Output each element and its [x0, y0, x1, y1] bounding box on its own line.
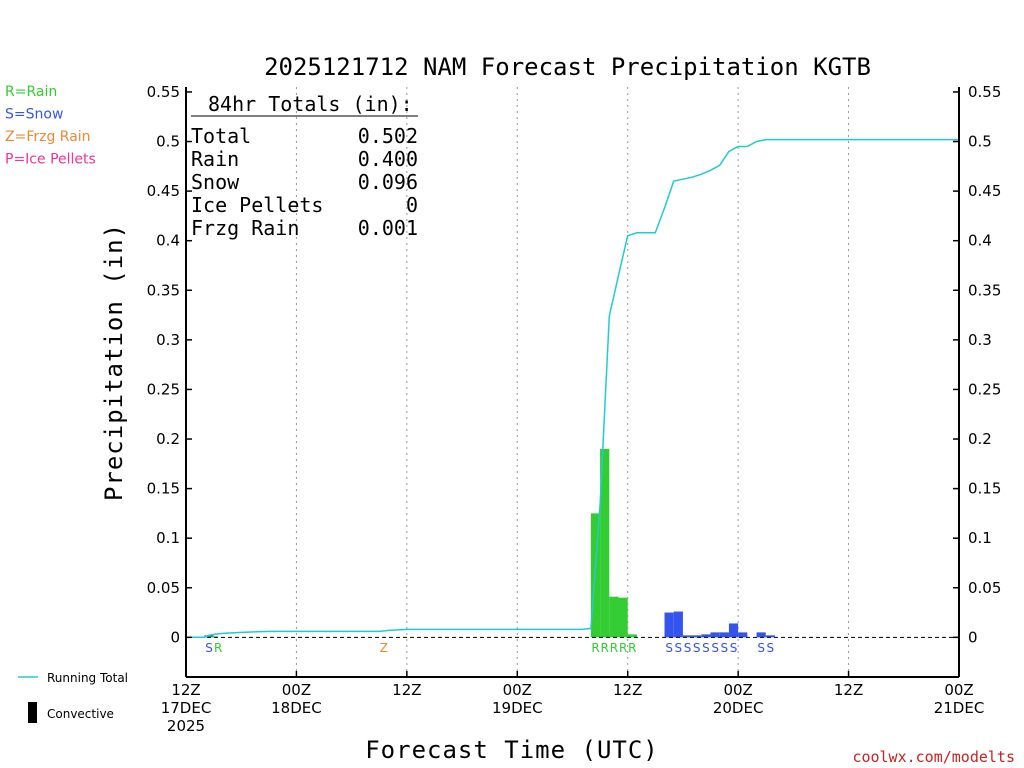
x-tick-label: 12Z [834, 681, 863, 699]
ptype-letter: R [628, 641, 636, 655]
precip-bar [710, 632, 720, 638]
precip-bar [609, 596, 619, 638]
ptype-legend-item: Z=Frzg Rain [5, 129, 91, 145]
precip-bar [682, 635, 693, 638]
running-total-legend-label: Running Total [47, 671, 128, 685]
ptype-legend-item: R=Rain [5, 84, 57, 100]
ptype-letter: R [619, 641, 627, 655]
y-tick-label-right: 0.3 [968, 331, 992, 349]
totals-header: 84hr Totals (in): [208, 92, 413, 116]
ptype-letter: S [684, 641, 692, 655]
precip-bar [627, 634, 637, 638]
y-tick-label-left: 0.25 [147, 380, 180, 398]
y-axis-label: Precipitation (in) [100, 223, 128, 501]
y-tick-label-right: 0.55 [968, 83, 1001, 101]
x-tick-label: 18DEC [271, 699, 322, 717]
x-tick-label: 12Z [392, 681, 421, 699]
totals-label: Total [191, 124, 251, 148]
precip-bar [692, 635, 702, 638]
y-tick-label-left: 0.05 [147, 579, 180, 597]
totals-label: Ice Pellets [191, 193, 323, 217]
precip-bar [618, 597, 628, 638]
x-tick-label: 21DEC [934, 699, 985, 717]
running-total-line [186, 138, 959, 639]
x-tick-label: 20DEC [713, 699, 764, 717]
ptype-letter: S [675, 641, 683, 655]
x-tick-label: 19DEC [492, 699, 543, 717]
ptype-letter: Z [380, 641, 388, 655]
y-tick-label-left: 0 [170, 628, 180, 646]
x-tick-label: 00Z [944, 681, 973, 699]
convective-legend-swatch [28, 702, 37, 723]
x-axis-label: Forecast Time (UTC) [365, 736, 659, 764]
totals-value: 0.096 [358, 170, 418, 194]
y-tick-label-left: 0.5 [156, 133, 180, 151]
x-tick-label: 12Z [613, 681, 642, 699]
precip-bar [719, 632, 729, 638]
ptype-legend-item: P=Ice Pellets [5, 152, 96, 168]
totals-value: 0.502 [358, 124, 418, 148]
ptype-letter: R [601, 641, 609, 655]
y-tick-label-right: 0.45 [968, 182, 1001, 200]
ptype-legend-item: S=Snow [5, 107, 63, 123]
y-tick-label-right: 0.15 [968, 480, 1001, 498]
y-tick-label-right: 0.25 [968, 380, 1001, 398]
ptype-letter: S [767, 641, 775, 655]
totals-value: 0.400 [358, 147, 418, 171]
ptype-letter: R [591, 641, 599, 655]
y-tick-label-left: 0.35 [147, 281, 180, 299]
x-tick-label: 12Z [171, 681, 200, 699]
y-tick-label-left: 0.4 [156, 232, 180, 250]
y-tick-label-right: 0.1 [968, 529, 992, 547]
precip-bar [756, 632, 766, 638]
precip-bar [765, 635, 775, 638]
totals-value: 0 [406, 193, 418, 217]
ptype-letter: S [757, 641, 765, 655]
ptype-letter: S [711, 641, 719, 655]
precip-bar [664, 612, 674, 638]
y-tick-label-left: 0.1 [156, 529, 180, 547]
ptype-letter: S [721, 641, 729, 655]
chart-title: 2025121712 NAM Forecast Precipitation KG… [264, 53, 871, 81]
ptype-letter: R [214, 641, 222, 655]
y-tick-label-left: 0.3 [156, 331, 180, 349]
y-tick-label-right: 0.5 [968, 133, 992, 151]
credit-text: coolwx.com/modelts [852, 748, 1015, 766]
totals-label: Snow [191, 170, 240, 194]
y-tick-label-right: 0.4 [968, 232, 992, 250]
y-tick-label-right: 0 [968, 628, 978, 646]
precip-bar [701, 634, 711, 638]
ptype-letter: S [665, 641, 673, 655]
ptype-letter: S [205, 641, 213, 655]
y-tick-label-right: 0.05 [968, 579, 1001, 597]
y-tick-label-left: 0.2 [156, 430, 180, 448]
ptype-letter: S [702, 641, 710, 655]
x-tick-label: 17DEC [161, 699, 212, 717]
precip-bar [600, 448, 610, 638]
precip-bar [209, 636, 219, 638]
totals-value: 0.001 [358, 216, 418, 240]
y-tick-label-right: 0.2 [968, 430, 992, 448]
y-tick-label-left: 0.55 [147, 83, 180, 101]
y-tick-label-left: 0.45 [147, 182, 180, 200]
totals-label: Frzg Rain [191, 216, 299, 240]
convective-legend-label: Convective [47, 707, 114, 721]
precip-bar [728, 623, 739, 638]
x-tick-label: 00Z [723, 681, 752, 699]
ptype-letter: R [610, 641, 618, 655]
ptype-letter: S [693, 641, 701, 655]
precip-bar [673, 611, 683, 638]
x-tick-label: 2025 [167, 717, 205, 735]
x-tick-label: 00Z [503, 681, 532, 699]
precip-bar [738, 632, 748, 638]
y-tick-label-left: 0.15 [147, 480, 180, 498]
ptype-letter: S [730, 641, 738, 655]
y-tick-label-right: 0.35 [968, 281, 1001, 299]
totals-label: Rain [191, 147, 239, 171]
x-tick-label: 00Z [282, 681, 311, 699]
